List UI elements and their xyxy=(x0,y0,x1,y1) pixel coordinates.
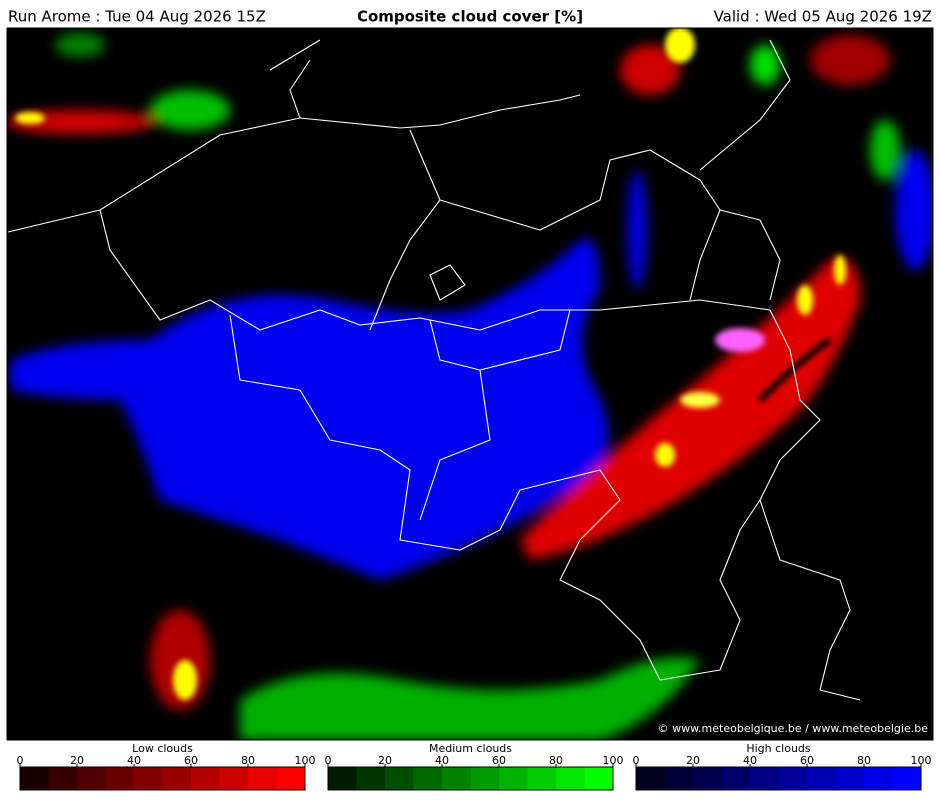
map: © www.meteobelgique.be / www.meteobelgie… xyxy=(7,28,933,740)
colorbar-title: High clouds xyxy=(746,742,811,755)
color-segment xyxy=(750,767,779,790)
valid-label: Valid : Wed 05 Aug 2026 19Z xyxy=(714,8,932,26)
map-title: Composite cloud cover [%] xyxy=(357,8,583,26)
tick-label: 20 xyxy=(70,754,84,767)
tick-label: 40 xyxy=(743,754,757,767)
color-segment xyxy=(778,767,808,790)
tick-label: 80 xyxy=(857,754,871,767)
color-segment xyxy=(556,767,585,790)
color-segment xyxy=(721,767,751,790)
colorbar-title: Low clouds xyxy=(132,742,193,755)
color-segment xyxy=(892,767,922,790)
color-segment xyxy=(219,767,249,790)
tick-label: 20 xyxy=(378,754,392,767)
tick-label: 60 xyxy=(492,754,506,767)
color-segment xyxy=(835,767,865,790)
colorbar-frame xyxy=(635,766,922,791)
run-label: Run Arome : Tue 04 Aug 2026 15Z xyxy=(8,8,266,26)
colorbar-title: Medium clouds xyxy=(429,742,512,755)
tick-label: 0 xyxy=(633,754,640,767)
map-frame xyxy=(6,27,934,741)
color-segment xyxy=(356,767,386,790)
color-segment xyxy=(48,767,78,790)
colorbar: Medium clouds 0 20 40 60 80 100 xyxy=(325,742,624,791)
colorbar: Low clouds 0 20 40 60 80 100 xyxy=(17,742,316,791)
color-segment xyxy=(385,767,414,790)
color-segment xyxy=(527,767,557,790)
color-segment xyxy=(248,767,277,790)
tick-label: 60 xyxy=(800,754,814,767)
color-segment xyxy=(636,767,665,790)
color-segment xyxy=(134,767,163,790)
color-segment xyxy=(584,767,614,790)
colorbars: Low clouds 0 20 40 60 80 100 Medium clouds 0 20 40… xyxy=(17,742,932,791)
colorbar: High clouds 0 20 40 60 80 100 xyxy=(633,742,932,791)
color-segment xyxy=(162,767,192,790)
copyright: © www.meteobelgique.be / www.meteobelgie… xyxy=(658,722,929,735)
tick-label: 100 xyxy=(603,754,624,767)
color-segment xyxy=(864,767,893,790)
tick-label: 80 xyxy=(241,754,255,767)
color-segment xyxy=(77,767,106,790)
color-segment xyxy=(664,767,694,790)
tick-label: 0 xyxy=(17,754,24,767)
color-segment xyxy=(807,767,836,790)
colorbar-frame xyxy=(19,766,306,791)
color-segment xyxy=(499,767,528,790)
tick-label: 100 xyxy=(911,754,932,767)
color-segment xyxy=(328,767,357,790)
tick-label: 40 xyxy=(435,754,449,767)
color-segment xyxy=(276,767,306,790)
tick-label: 40 xyxy=(127,754,141,767)
colorbar-frame xyxy=(327,766,614,791)
color-segment xyxy=(413,767,443,790)
color-segment xyxy=(105,767,135,790)
color-segment xyxy=(20,767,49,790)
tick-label: 100 xyxy=(295,754,316,767)
tick-label: 60 xyxy=(184,754,198,767)
tick-label: 0 xyxy=(325,754,332,767)
color-segment xyxy=(191,767,220,790)
tick-label: 20 xyxy=(686,754,700,767)
color-segment xyxy=(470,767,500,790)
color-segment xyxy=(693,767,722,790)
color-segment xyxy=(442,767,471,790)
tick-label: 80 xyxy=(549,754,563,767)
